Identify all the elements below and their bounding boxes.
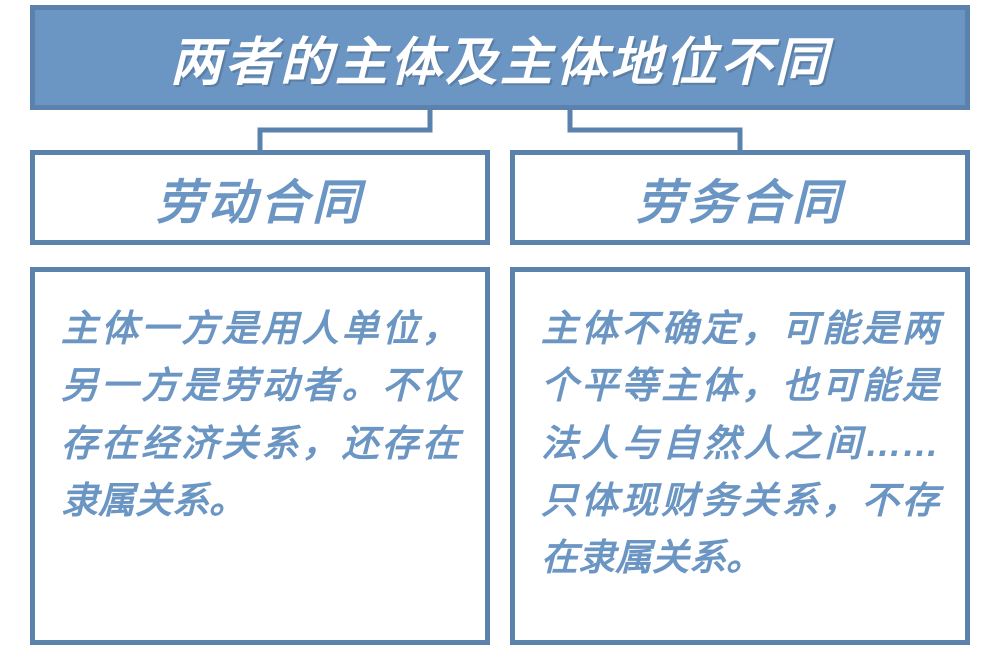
right-content-box: 主体不确定，可能是两个平等主体，也可能是法人与自然人之间……只体现财务关系，不存… [510, 267, 970, 645]
left-content-box: 主体一方是用人单位，另一方是劳动者。不仅存在经济关系，还存在隶属关系。 [30, 267, 490, 645]
right-column: 劳务合同 主体不确定，可能是两个平等主体，也可能是法人与自然人之间……只体现财务… [510, 150, 970, 645]
columns-row: 劳动合同 主体一方是用人单位，另一方是劳动者。不仅存在经济关系，还存在隶属关系。… [30, 150, 970, 645]
header-box: 两者的主体及主体地位不同 [30, 5, 970, 110]
left-content-text: 主体一方是用人单位，另一方是劳动者。不仅存在经济关系，还存在隶属关系。 [61, 300, 459, 529]
connector-row [30, 110, 970, 150]
right-subheader-title: 劳务合同 [636, 163, 844, 233]
left-subheader-title: 劳动合同 [156, 163, 364, 233]
header-title: 两者的主体及主体地位不同 [170, 20, 830, 95]
right-subheader-box: 劳务合同 [510, 150, 970, 245]
left-column: 劳动合同 主体一方是用人单位，另一方是劳动者。不仅存在经济关系，还存在隶属关系。 [30, 150, 490, 645]
right-content-text: 主体不确定，可能是两个平等主体，也可能是法人与自然人之间……只体现财务关系，不存… [541, 300, 939, 587]
diagram-container: 两者的主体及主体地位不同 劳动合同 主体一方是用人单位，另一方是劳动者。不仅存在… [30, 5, 970, 645]
connector-lines [30, 110, 970, 150]
left-subheader-box: 劳动合同 [30, 150, 490, 245]
